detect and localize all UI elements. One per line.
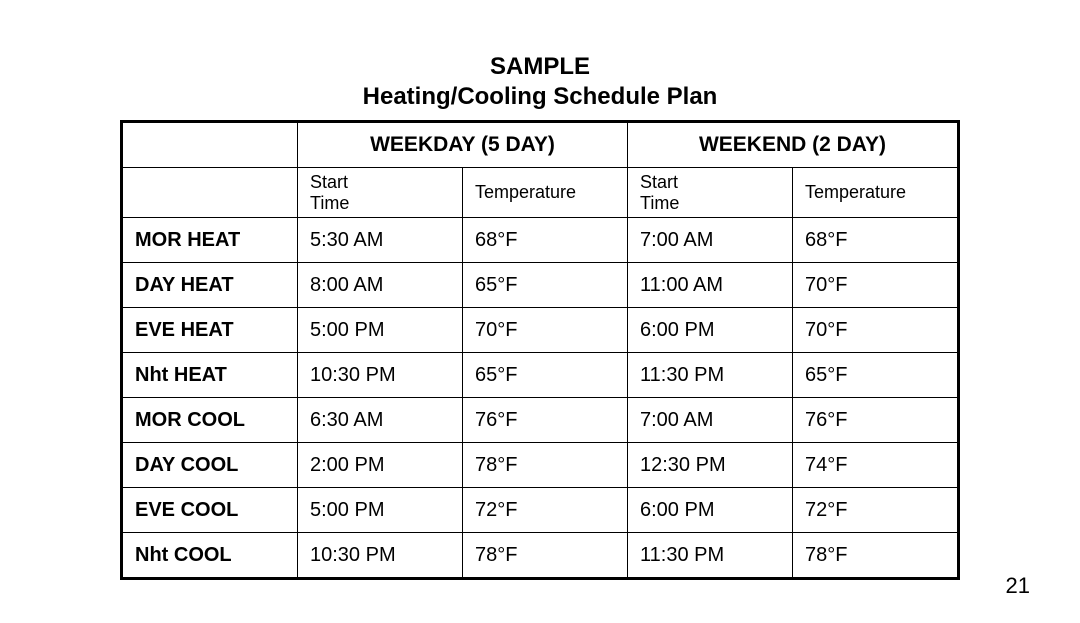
table-row: DAY COOL 2:00 PM 78°F 12:30 PM 74°F xyxy=(122,443,959,488)
weekday-temp: 65°F xyxy=(463,353,628,398)
weekend-time: 11:30 PM xyxy=(628,353,793,398)
table-row: MOR HEAT 5:30 AM 68°F 7:00 AM 68°F xyxy=(122,218,959,263)
weekend-time: 6:00 PM xyxy=(628,488,793,533)
weekend-temp: 74°F xyxy=(793,443,959,488)
table-row: Nht HEAT 10:30 PM 65°F 11:30 PM 65°F xyxy=(122,353,959,398)
row-label: EVE HEAT xyxy=(122,308,298,353)
table-row: EVE HEAT 5:00 PM 70°F 6:00 PM 70°F xyxy=(122,308,959,353)
weekday-time: 5:00 PM xyxy=(298,308,463,353)
page-title: SAMPLE Heating/Cooling Schedule Plan xyxy=(0,52,1080,112)
table-row: MOR COOL 6:30 AM 76°F 7:00 AM 76°F xyxy=(122,398,959,443)
schedule-body: MOR HEAT 5:30 AM 68°F 7:00 AM 68°F DAY H… xyxy=(122,218,959,579)
row-label: Nht COOL xyxy=(122,533,298,579)
row-label: DAY HEAT xyxy=(122,263,298,308)
row-label: DAY COOL xyxy=(122,443,298,488)
weekday-temp: 70°F xyxy=(463,308,628,353)
weekend-temp: 76°F xyxy=(793,398,959,443)
weekend-temp: 78°F xyxy=(793,533,959,579)
header-weekend-time: StartTime xyxy=(628,168,793,218)
header-weekend: WEEKEND (2 DAY) xyxy=(628,122,959,168)
weekend-time: 11:00 AM xyxy=(628,263,793,308)
weekend-temp: 70°F xyxy=(793,308,959,353)
weekday-time: 2:00 PM xyxy=(298,443,463,488)
weekday-temp: 78°F xyxy=(463,443,628,488)
schedule-table: WEEKDAY (5 DAY) WEEKEND (2 DAY) StartTim… xyxy=(120,120,960,580)
weekday-temp: 65°F xyxy=(463,263,628,308)
title-line-2: Heating/Cooling Schedule Plan xyxy=(0,82,1080,112)
row-label: MOR COOL xyxy=(122,398,298,443)
weekday-time: 8:00 AM xyxy=(298,263,463,308)
schedule-table-wrap: WEEKDAY (5 DAY) WEEKEND (2 DAY) StartTim… xyxy=(0,120,1080,580)
row-label: MOR HEAT xyxy=(122,218,298,263)
header-weekday-temp: Temperature xyxy=(463,168,628,218)
header-weekend-temp: Temperature xyxy=(793,168,959,218)
weekend-time: 7:00 AM xyxy=(628,398,793,443)
weekend-time: 11:30 PM xyxy=(628,533,793,579)
weekend-time: 6:00 PM xyxy=(628,308,793,353)
page-number: 21 xyxy=(1006,573,1030,599)
weekday-temp: 76°F xyxy=(463,398,628,443)
header-row-sub: StartTime Temperature StartTime Temperat… xyxy=(122,168,959,218)
header-blank xyxy=(122,122,298,168)
document-page: SAMPLE Heating/Cooling Schedule Plan WEE… xyxy=(0,0,1080,623)
header-weekday-time: StartTime xyxy=(298,168,463,218)
weekday-temp: 78°F xyxy=(463,533,628,579)
weekday-time: 5:30 AM xyxy=(298,218,463,263)
weekend-time: 7:00 AM xyxy=(628,218,793,263)
weekday-temp: 72°F xyxy=(463,488,628,533)
header-blank-2 xyxy=(122,168,298,218)
weekday-time: 6:30 AM xyxy=(298,398,463,443)
table-row: EVE COOL 5:00 PM 72°F 6:00 PM 72°F xyxy=(122,488,959,533)
table-row: Nht COOL 10:30 PM 78°F 11:30 PM 78°F xyxy=(122,533,959,579)
weekend-temp: 72°F xyxy=(793,488,959,533)
weekday-time: 10:30 PM xyxy=(298,353,463,398)
weekend-temp: 65°F xyxy=(793,353,959,398)
row-label: EVE COOL xyxy=(122,488,298,533)
header-weekday: WEEKDAY (5 DAY) xyxy=(298,122,628,168)
row-label: Nht HEAT xyxy=(122,353,298,398)
weekday-time: 10:30 PM xyxy=(298,533,463,579)
title-line-1: SAMPLE xyxy=(0,52,1080,82)
weekday-time: 5:00 PM xyxy=(298,488,463,533)
weekend-temp: 68°F xyxy=(793,218,959,263)
table-row: DAY HEAT 8:00 AM 65°F 11:00 AM 70°F xyxy=(122,263,959,308)
weekend-temp: 70°F xyxy=(793,263,959,308)
header-row-groups: WEEKDAY (5 DAY) WEEKEND (2 DAY) xyxy=(122,122,959,168)
weekday-temp: 68°F xyxy=(463,218,628,263)
weekend-time: 12:30 PM xyxy=(628,443,793,488)
